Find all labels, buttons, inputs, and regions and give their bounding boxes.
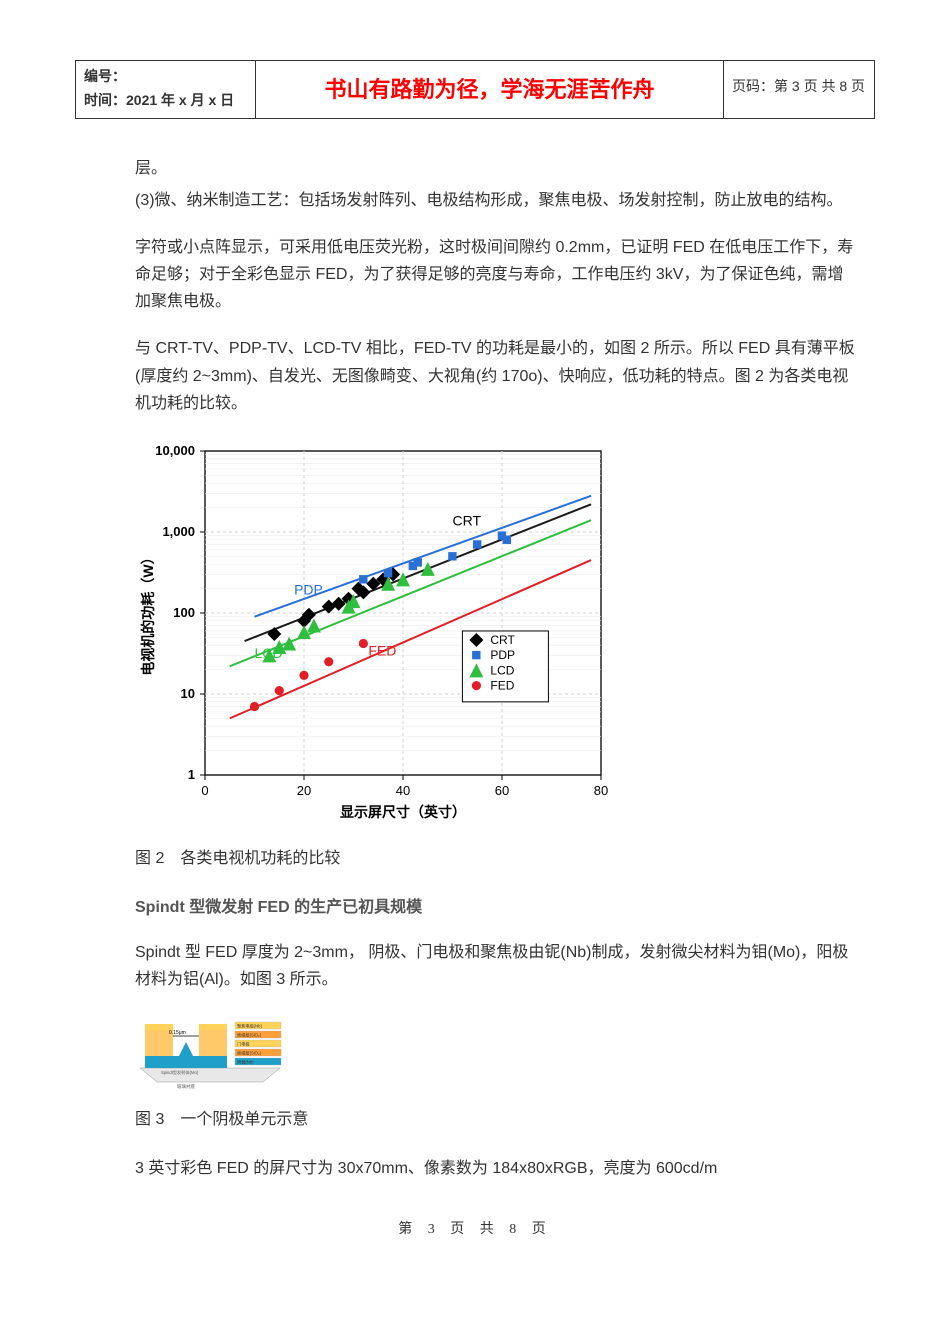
svg-text:CRT: CRT — [453, 512, 482, 528]
figure-2-caption: 图 2 各类电视机功耗的比较 — [135, 845, 855, 872]
svg-text:1,000: 1,000 — [162, 524, 195, 539]
page-current: 3 — [792, 78, 800, 94]
svg-text:PDP: PDP — [294, 581, 323, 597]
footer-page-number: 第 3 页 共 8 页 — [75, 1218, 875, 1242]
svg-text:10: 10 — [181, 686, 195, 701]
page-prefix: 页码：第 — [732, 78, 792, 94]
paragraph-continuation: 层。 — [135, 155, 855, 182]
svg-text:20: 20 — [297, 783, 311, 798]
header-pagecode: 页码：第 3 页 共 8 页 — [724, 61, 874, 118]
svg-text:10,000: 10,000 — [155, 443, 195, 458]
svg-text:聚焦电极(Nb): 聚焦电极(Nb) — [237, 1022, 262, 1029]
page-content: 层。 (3)微、纳米制造工艺：包括场发射阵列、电极结构形成，聚焦电极、场发射控制… — [75, 155, 875, 1182]
figure-2-chart: CRTPDPLCDFED0204060801101001,00010,000显示… — [135, 437, 855, 827]
figure-3-diagram: 0.15μm聚焦电极(Nb)绝缘层(SiO₂)门电极绝缘层(SiO₂)阴极(Nb… — [135, 1014, 285, 1090]
doc-id-label: 编号： — [84, 65, 247, 89]
svg-text:0: 0 — [201, 783, 208, 798]
paragraph-item3: (3)微、纳米制造工艺：包括场发射阵列、电极结构形成，聚焦电极、场发射控制，防止… — [135, 187, 855, 214]
svg-text:CRT: CRT — [490, 633, 515, 647]
svg-text:80: 80 — [594, 783, 608, 798]
svg-text:阴极(Nb): 阴极(Nb) — [237, 1058, 254, 1065]
cathode-unit-svg: 0.15μm聚焦电极(Nb)绝缘层(SiO₂)门电极绝缘层(SiO₂)阴极(Nb… — [135, 1014, 285, 1090]
svg-text:玻璃衬底: 玻璃衬底 — [177, 1083, 195, 1090]
paragraph-comparison: 与 CRT-TV、PDP-TV、LCD-TV 相比，FED-TV 的功耗是最小的… — [135, 335, 855, 417]
page-mid: 页 共 — [800, 78, 840, 94]
svg-text:FED: FED — [490, 679, 514, 693]
figure-3-caption: 图 3 一个阴极单元示意 — [135, 1106, 855, 1133]
power-chart-svg: CRTPDPLCDFED0204060801101001,00010,000显示… — [135, 437, 615, 827]
svg-text:60: 60 — [495, 783, 509, 798]
section-spindt-title: Spindt 型微发射 FED 的生产已初具规模 — [135, 894, 855, 921]
svg-text:显示屏尺寸（英寸）: 显示屏尺寸（英寸） — [340, 804, 466, 820]
header-motto: 书山有路勤为径，学海无涯苦作舟 — [256, 61, 724, 118]
svg-text:绝缘层(SiO₂): 绝缘层(SiO₂) — [237, 1031, 262, 1038]
page-suffix: 页 — [847, 78, 865, 94]
svg-text:0.15μm: 0.15μm — [169, 1030, 186, 1036]
paragraph-spindt: Spindt 型 FED 厚度为 2~3mm， 阴极、门电极和聚焦极由铌(Nb)… — [135, 939, 855, 993]
paragraph-lowvoltage: 字符或小点阵显示，可采用低电压荧光粉，这时极间间隙约 0.2mm，已证明 FED… — [135, 234, 855, 316]
svg-text:LCD: LCD — [490, 663, 514, 677]
page-header: 编号： 时间：2021 年 x 月 x 日 书山有路勤为径，学海无涯苦作舟 页码… — [75, 60, 875, 119]
doc-time-label: 时间：2021 年 x 月 x 日 — [84, 89, 247, 113]
svg-text:Spindt型发射体(Mo): Spindt型发射体(Mo) — [161, 1069, 199, 1076]
svg-text:40: 40 — [396, 783, 410, 798]
svg-text:绝缘层(SiO₂): 绝缘层(SiO₂) — [237, 1049, 262, 1056]
svg-text:PDP: PDP — [490, 648, 515, 662]
svg-text:电视机的功耗（W）: 电视机的功耗（W） — [140, 550, 156, 675]
paragraph-3inch: 3 英寸彩色 FED 的屏尺寸为 30x70mm、像素数为 184x80xRGB… — [135, 1155, 855, 1182]
svg-text:FED: FED — [368, 642, 396, 658]
svg-text:100: 100 — [173, 605, 195, 620]
header-left: 编号： 时间：2021 年 x 月 x 日 — [76, 61, 256, 118]
svg-text:1: 1 — [188, 767, 195, 782]
svg-text:LCD: LCD — [255, 645, 283, 661]
svg-text:门电极: 门电极 — [237, 1040, 250, 1047]
page-total: 8 — [839, 78, 847, 94]
